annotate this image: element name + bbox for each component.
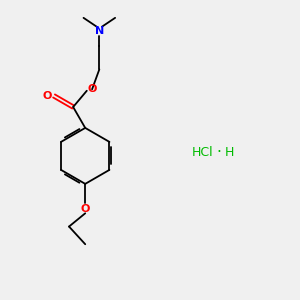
Text: O: O bbox=[87, 84, 97, 94]
Text: HCl: HCl bbox=[192, 146, 214, 159]
Text: O: O bbox=[80, 204, 90, 214]
Text: O: O bbox=[43, 91, 52, 101]
Text: N: N bbox=[95, 26, 104, 36]
Text: H: H bbox=[225, 146, 234, 159]
Text: ·: · bbox=[217, 146, 222, 160]
